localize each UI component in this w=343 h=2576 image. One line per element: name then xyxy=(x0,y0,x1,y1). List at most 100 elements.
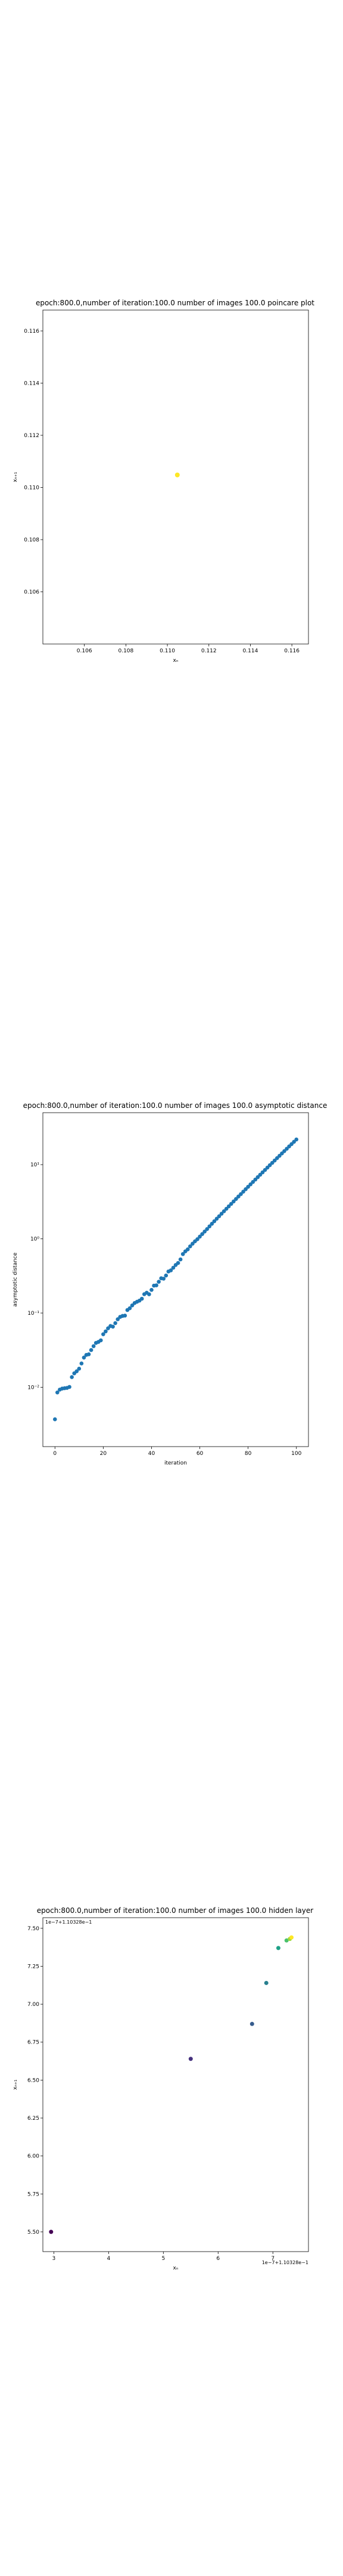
asymptotic-point xyxy=(244,1187,248,1191)
poincare-panel: epoch:800.0,number of iteration:100.0 nu… xyxy=(13,299,314,664)
asymptotic-title: epoch:800.0,number of iteration:100.0 nu… xyxy=(23,1101,328,1110)
asymptotic-point xyxy=(116,1317,120,1321)
x-tick-label: 0.112 xyxy=(201,648,217,654)
y-tick-label: 6.50 xyxy=(27,2077,39,2083)
asymptotic-point xyxy=(180,1252,185,1256)
asymptotic-point xyxy=(246,1184,250,1189)
asymptotic-point xyxy=(294,1137,299,1142)
y-tick-label: 10¹ xyxy=(30,1162,39,1168)
asymptotic-point xyxy=(52,1417,57,1422)
y-tick-label: 6.00 xyxy=(27,2154,39,2160)
x-tick-label: 20 xyxy=(100,1451,107,1457)
y-tick-label: 0.108 xyxy=(24,537,39,543)
asymptotic-point xyxy=(275,1156,279,1160)
x-tick-label: 0.110 xyxy=(160,648,175,654)
asymptotic-point xyxy=(67,1385,71,1389)
x-tick-label: 6 xyxy=(216,2256,220,2262)
asymptotic-point xyxy=(147,1292,151,1296)
asymptotic-point xyxy=(164,1273,169,1278)
y-tick-label: 7.50 xyxy=(27,1926,39,1932)
asymptotic-point xyxy=(251,1179,255,1184)
x-tick-label: 7 xyxy=(271,2256,275,2262)
x-tick-label: 0.114 xyxy=(243,648,258,654)
asymptotic-point xyxy=(176,1261,180,1265)
asymptotic-point xyxy=(154,1283,158,1287)
asymptotic-point xyxy=(210,1222,214,1226)
x-tick-label: 40 xyxy=(148,1451,155,1457)
asymptotic-points xyxy=(52,1137,299,1422)
y-tick-label: 10⁻² xyxy=(27,1385,39,1391)
asymptotic-point xyxy=(282,1149,286,1153)
asymptotic-x-label: iteration xyxy=(164,1460,187,1466)
asymptotic-point xyxy=(267,1163,272,1168)
y-tick-label: 7.25 xyxy=(27,1964,39,1970)
asymptotic-point xyxy=(205,1227,210,1231)
poincare-title: epoch:800.0,number of iteration:100.0 nu… xyxy=(36,299,314,307)
hidden-layer-y-offset-text: 1e−7+1.10328e−1 xyxy=(45,1919,92,1925)
asymptotic-point xyxy=(280,1151,284,1156)
poincare-points xyxy=(174,472,180,478)
asymptotic-point xyxy=(255,1175,260,1179)
asymptotic-point xyxy=(239,1192,243,1196)
hidden-layer-panel: epoch:800.0,number of iteration:100.0 nu… xyxy=(13,1906,313,2271)
asymptotic-x-ticks: 0 20 40 60 80 100 xyxy=(53,1447,302,1457)
asymptotic-point xyxy=(226,1204,231,1209)
hidden-layer-y-label: xₙ₊₁ xyxy=(13,2079,18,2090)
asymptotic-point xyxy=(113,1321,117,1326)
hidden-layer-point xyxy=(284,1938,289,1943)
asymptotic-point xyxy=(207,1224,212,1228)
x-tick-label: 0 xyxy=(53,1451,57,1457)
asymptotic-point xyxy=(178,1257,183,1262)
y-tick-label: 5.75 xyxy=(27,2191,39,2197)
asymptotic-point xyxy=(224,1206,229,1211)
x-tick-label: 80 xyxy=(245,1451,252,1457)
hidden-layer-point xyxy=(49,2230,54,2234)
asymptotic-point xyxy=(214,1216,219,1221)
hidden-layer-point xyxy=(250,2021,254,2026)
asymptotic-point xyxy=(234,1197,238,1201)
poincare-y-label: xₙ₊₁ xyxy=(13,472,18,482)
asymptotic-point xyxy=(272,1158,277,1163)
asymptotic-y-label: asymptotic distance xyxy=(13,1252,18,1306)
x-tick-label: 3 xyxy=(52,2256,56,2262)
y-tick-label: 0.112 xyxy=(24,433,39,439)
asymptotic-point xyxy=(200,1232,204,1236)
asymptotic-point xyxy=(222,1209,226,1213)
y-tick-label: 10⁰ xyxy=(30,1237,39,1243)
x-tick-label: 100 xyxy=(291,1451,301,1457)
asymptotic-panel: epoch:800.0,number of iteration:100.0 nu… xyxy=(13,1101,327,1466)
hidden-layer-x-label: xₙ xyxy=(173,2265,179,2271)
asymptotic-point xyxy=(263,1168,267,1172)
asymptotic-point xyxy=(277,1153,282,1158)
x-tick-label: 60 xyxy=(197,1451,204,1457)
asymptotic-point xyxy=(258,1172,263,1177)
asymptotic-point xyxy=(82,1355,86,1360)
hidden-layer-point xyxy=(188,2057,193,2061)
asymptotic-point xyxy=(188,1244,192,1249)
x-tick-label: 5 xyxy=(161,2256,165,2262)
asymptotic-point xyxy=(265,1165,270,1170)
asymptotic-point xyxy=(260,1170,265,1175)
hidden-layer-points xyxy=(49,1935,294,2234)
asymptotic-point xyxy=(161,1277,166,1281)
asymptotic-point xyxy=(236,1194,241,1199)
asymptotic-point xyxy=(241,1190,245,1194)
asymptotic-point xyxy=(55,1390,60,1395)
asymptotic-point xyxy=(157,1280,161,1284)
poincare-axes-frame xyxy=(42,309,309,645)
y-tick-label: 6.75 xyxy=(27,2040,39,2046)
asymptotic-point xyxy=(70,1375,74,1379)
asymptotic-point xyxy=(212,1219,217,1224)
hidden-layer-title: epoch:800.0,number of iteration:100.0 nu… xyxy=(37,1906,313,1915)
poincare-x-label: xₙ xyxy=(173,658,179,664)
x-tick-label: 0.116 xyxy=(284,648,300,654)
asymptotic-point xyxy=(169,1268,173,1272)
asymptotic-point xyxy=(89,1348,93,1352)
asymptotic-point xyxy=(248,1182,252,1187)
asymptotic-point xyxy=(111,1324,115,1329)
y-tick-label: 7.00 xyxy=(27,2002,39,2008)
asymptotic-point xyxy=(232,1199,236,1204)
asymptotic-point xyxy=(270,1160,275,1165)
asymptotic-point xyxy=(123,1314,127,1318)
